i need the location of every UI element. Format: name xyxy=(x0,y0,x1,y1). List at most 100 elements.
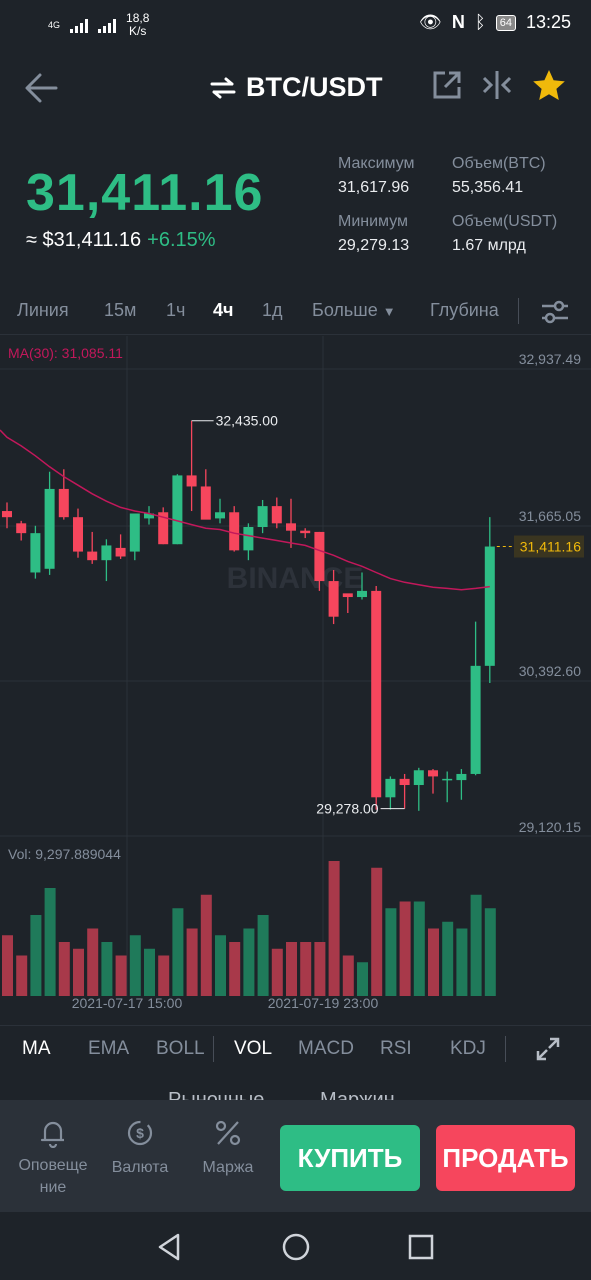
candle-body xyxy=(215,512,225,519)
volume-bar xyxy=(456,928,468,996)
y-tick-3: 29,120.15 xyxy=(519,819,581,835)
volume-bar xyxy=(87,928,99,996)
caret-down-icon: ▼ xyxy=(382,304,396,319)
candle-body xyxy=(385,778,396,798)
tab-more[interactable]: Больше ▼ xyxy=(312,300,396,321)
bell-icon xyxy=(40,1121,64,1149)
min-marker-label: 29,278.00 xyxy=(316,801,378,817)
volume-bar xyxy=(200,894,212,996)
pair-selector[interactable]: BTC/USDT xyxy=(210,72,383,103)
ma-line xyxy=(0,429,490,591)
vol-usdt-value: 1.67 млрд xyxy=(452,237,526,254)
system-nav-bar xyxy=(0,1212,591,1280)
clock: 13:25 xyxy=(525,12,571,32)
settings-sliders-icon[interactable] xyxy=(540,300,570,324)
app-header: BTC/USDT xyxy=(0,60,591,116)
volume-bar xyxy=(101,942,113,996)
tab-spot[interactable]: Рыночные xyxy=(168,1089,265,1103)
volume-bar xyxy=(399,901,411,996)
fiat-price: ≈ $31,411.16 xyxy=(26,229,142,251)
ind-kdj[interactable]: KDJ xyxy=(450,1038,486,1059)
ind-macd[interactable]: MACD xyxy=(298,1038,354,1059)
ind-ema[interactable]: EMA xyxy=(88,1038,130,1059)
candle-body xyxy=(442,778,453,781)
action-bar: Оповеще ние $ Валюта Маржа КУПИТЬ ПРОДАТ… xyxy=(0,1100,591,1212)
ind-ma[interactable]: MA xyxy=(22,1038,51,1059)
vol-btc-label: Объем(BTC) xyxy=(452,155,546,172)
candle-body xyxy=(87,551,98,561)
candle-body xyxy=(399,778,410,786)
currency-label: Валюта xyxy=(111,1159,169,1176)
tab-1d[interactable]: 1д xyxy=(262,300,283,320)
back-arrow-icon[interactable] xyxy=(22,70,62,106)
nav-home-icon[interactable] xyxy=(281,1232,311,1262)
tab-15m[interactable]: 15м xyxy=(104,300,137,320)
volume-bar xyxy=(385,908,397,996)
divider xyxy=(518,298,519,324)
signal-icon xyxy=(70,17,89,33)
network-label: 4G xyxy=(48,20,61,30)
fullscreen-icon[interactable] xyxy=(535,1036,561,1062)
last-price-tag-bg xyxy=(514,535,584,558)
currency-exchange-icon: $ xyxy=(127,1120,153,1146)
price-change: +6.15% xyxy=(147,229,216,251)
candle-body xyxy=(342,593,353,598)
kline-chart[interactable]: BINANCE 32,435.00 29,278.00 31,411.16 MA(3… xyxy=(0,336,591,1016)
net-speed-unit: K/s xyxy=(129,24,147,38)
tab-1h[interactable]: 1ч xyxy=(166,300,186,320)
battery-icon: 64 xyxy=(495,14,516,31)
volume-bar xyxy=(342,955,354,996)
swap-icon xyxy=(210,77,236,98)
volume-bar xyxy=(44,888,56,996)
volume-bar xyxy=(484,908,496,996)
alert-label-2: ние xyxy=(39,1179,67,1196)
tab-depth[interactable]: Глубина xyxy=(430,300,499,320)
candle-body xyxy=(484,546,495,666)
tab-line[interactable]: Линия xyxy=(17,300,69,320)
alert-button[interactable]: Оповеще ние xyxy=(14,1118,92,1199)
header-actions xyxy=(431,68,567,102)
margin-button[interactable]: Маржа xyxy=(196,1118,260,1177)
candles-group xyxy=(2,420,495,811)
candle-body xyxy=(428,770,438,777)
candle-body xyxy=(115,547,126,557)
nav-back-icon[interactable] xyxy=(156,1232,182,1262)
status-bar: 4G 18,8 K/s 👁 N ᛒ 64 13:25 xyxy=(0,0,591,48)
candle-body xyxy=(129,513,140,552)
net-speed: 18,8 K/s xyxy=(126,12,149,38)
candle-body xyxy=(357,590,367,598)
percent-icon xyxy=(215,1120,241,1146)
volume-bar xyxy=(16,955,28,996)
candle-body xyxy=(2,511,12,518)
ind-boll[interactable]: BOLL xyxy=(156,1038,205,1059)
volume-bar xyxy=(271,948,283,996)
sell-button[interactable]: ПРОДАТЬ xyxy=(436,1125,575,1191)
high-low-stats: Максимум 31,617.96 Минимум 29,279.13 xyxy=(338,155,415,255)
ind-vol[interactable]: VOL xyxy=(234,1038,273,1059)
nfc-icon: N xyxy=(451,12,465,32)
share-external-icon[interactable] xyxy=(431,69,463,101)
candle-body xyxy=(243,527,254,551)
vol-btc-value: 55,356.41 xyxy=(452,179,524,196)
ind-rsi[interactable]: RSI xyxy=(380,1038,412,1059)
volume-bar xyxy=(30,915,42,996)
low-value: 29,279.13 xyxy=(338,237,410,254)
nav-recents-icon[interactable] xyxy=(407,1233,435,1261)
volume-bar xyxy=(58,942,70,996)
candle-body xyxy=(186,475,197,487)
compare-icon[interactable] xyxy=(481,69,513,101)
tab-margin[interactable]: Маржин xyxy=(320,1089,395,1103)
volume-stats: Объем(BTC) 55,356.41 Объем(USDT) 1.67 мл… xyxy=(452,155,557,255)
order-tabs: Рыночные Маржин xyxy=(0,1075,591,1103)
volume-bar xyxy=(229,942,241,996)
chart-grid xyxy=(0,336,591,996)
currency-button[interactable]: $ Валюта xyxy=(108,1118,172,1177)
favorite-star-icon[interactable] xyxy=(531,68,567,102)
candle-body xyxy=(101,545,112,561)
buy-button[interactable]: КУПИТЬ xyxy=(280,1125,420,1191)
volume-bar xyxy=(300,942,312,996)
volume-bar xyxy=(186,928,198,996)
tab-4h[interactable]: 4ч xyxy=(213,300,234,320)
divider xyxy=(213,1036,214,1062)
volume-group xyxy=(2,861,496,996)
